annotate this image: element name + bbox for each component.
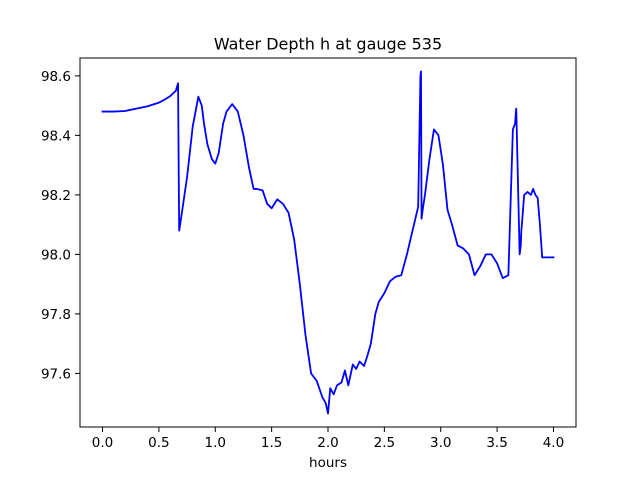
x-tick-label: 1.0	[205, 435, 226, 451]
x-axis-label: hours	[309, 455, 347, 471]
y-tick-label: 98.4	[41, 128, 71, 144]
x-tick-label: 2.0	[317, 435, 338, 451]
y-tick-label: 98.2	[41, 188, 71, 204]
x-tick-label: 3.0	[430, 435, 451, 451]
x-tick-label: 0.5	[148, 435, 169, 451]
chart-title: Water Depth h at gauge 535	[214, 35, 442, 54]
y-tick-label: 98.6	[41, 69, 71, 85]
y-axis: 97.6 97.8 98.0 98.2 98.4 98.6	[41, 69, 80, 382]
series-line-water-depth	[101, 70, 555, 415]
y-tick-label: 97.6	[41, 366, 71, 382]
y-tick-label: 97.8	[41, 307, 71, 323]
x-tick-label: 1.5	[261, 435, 282, 451]
x-tick-label: 0.0	[92, 435, 113, 451]
x-tick-label: 4.0	[543, 435, 564, 451]
x-tick-label: 3.5	[486, 435, 507, 451]
x-axis: 0.0 0.5 1.0 1.5 2.0 2.5 3.0 3.5 4.0	[92, 427, 564, 451]
x-tick-label: 2.5	[374, 435, 395, 451]
y-tick-label: 98.0	[41, 247, 71, 263]
